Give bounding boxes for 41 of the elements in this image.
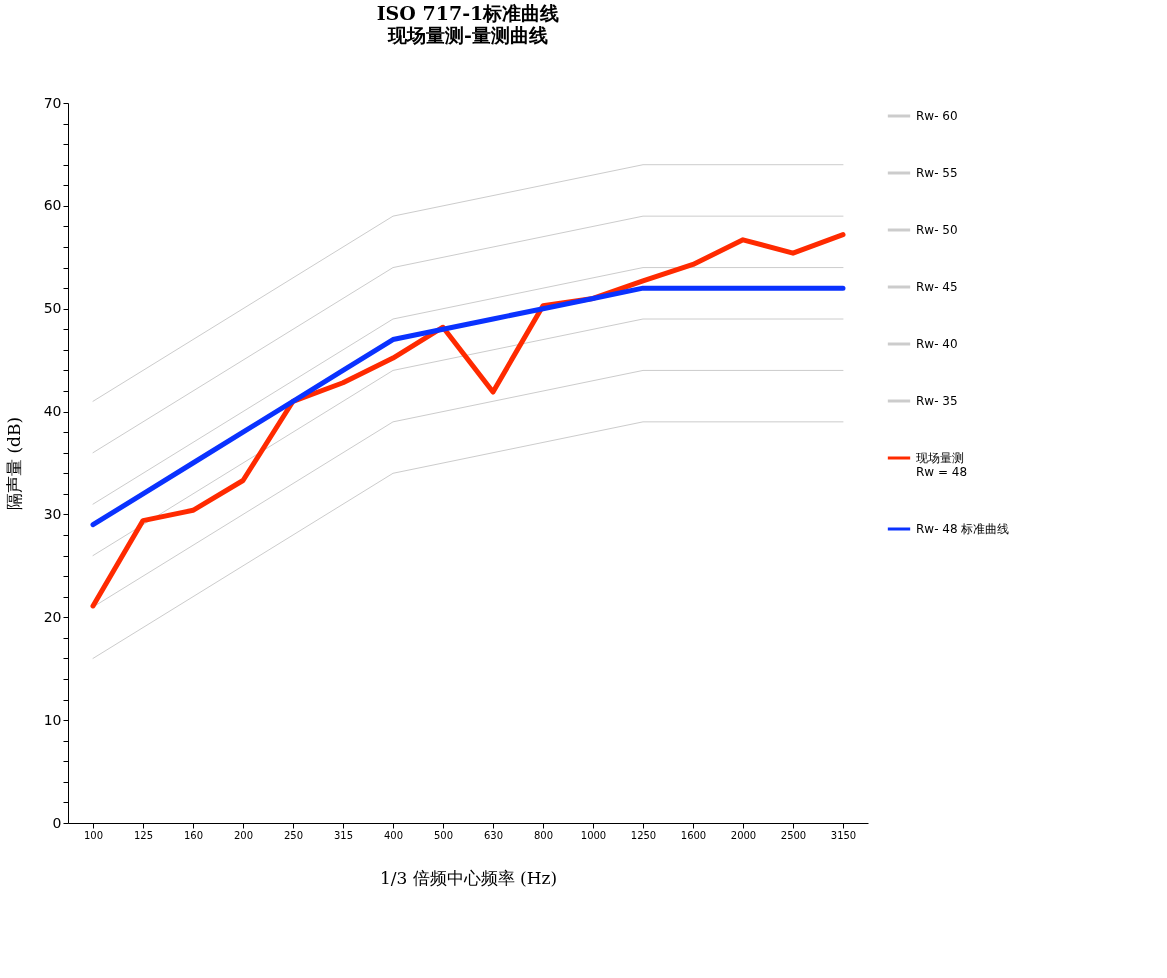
y-axis-title: 隔声量 (dB) [3, 416, 24, 511]
x-tick-label: 400 [383, 829, 404, 841]
legend-label: Rw- 50 [916, 223, 958, 237]
chart-subtitle: 现场量测-量测曲线 [387, 24, 548, 46]
legend-label: Rw- 55 [916, 166, 958, 180]
line-series [92, 215, 844, 454]
legend-label: Rw- 40 [916, 337, 958, 351]
legend-label: Rw- 35 [916, 394, 958, 408]
y-tick-label: 70 [43, 94, 62, 111]
line-series [92, 421, 844, 659]
y-tick-label: 40 [43, 403, 62, 420]
x-tick-label: 1600 [680, 829, 707, 841]
legend-label: Rw- 48 标准曲线 [916, 522, 1010, 536]
x-tick-label: 2000 [730, 829, 757, 841]
x-tick-label: 250 [283, 829, 304, 841]
x-tick-label: 3150 [830, 829, 857, 841]
y-tick-label: 0 [52, 814, 62, 831]
x-tick-label: 630 [483, 829, 504, 841]
line-series [92, 318, 844, 557]
legend-label: 现场量测 Rw = 48 [916, 451, 968, 479]
y-tick-label: 60 [43, 197, 62, 214]
legend-label: Rw- 60 [916, 109, 958, 123]
y-tick-label: 30 [43, 505, 62, 522]
chart-title: ISO 717-1标准曲线 [376, 2, 560, 24]
x-tick-label: 160 [183, 829, 204, 841]
x-tick-label: 800 [533, 829, 554, 841]
x-tick-label: 125 [133, 829, 154, 841]
line-series [92, 164, 844, 402]
y-tick-label: 20 [43, 608, 62, 625]
x-tick-label: 1250 [630, 829, 657, 841]
y-tick-label: 50 [43, 300, 62, 317]
x-tick-label: 2500 [780, 829, 807, 841]
x-tick-label: 315 [333, 829, 354, 841]
x-tick-label: 1000 [580, 829, 607, 841]
x-tick-label: 200 [233, 829, 254, 841]
x-axis-title: 1/3 倍频中心频率 (Hz) [379, 867, 558, 888]
x-tick-label: 100 [83, 829, 104, 841]
y-tick-label: 10 [43, 711, 62, 728]
legend-label: Rw- 45 [916, 280, 958, 294]
line-series [92, 267, 844, 505]
x-tick-label: 500 [433, 829, 454, 841]
